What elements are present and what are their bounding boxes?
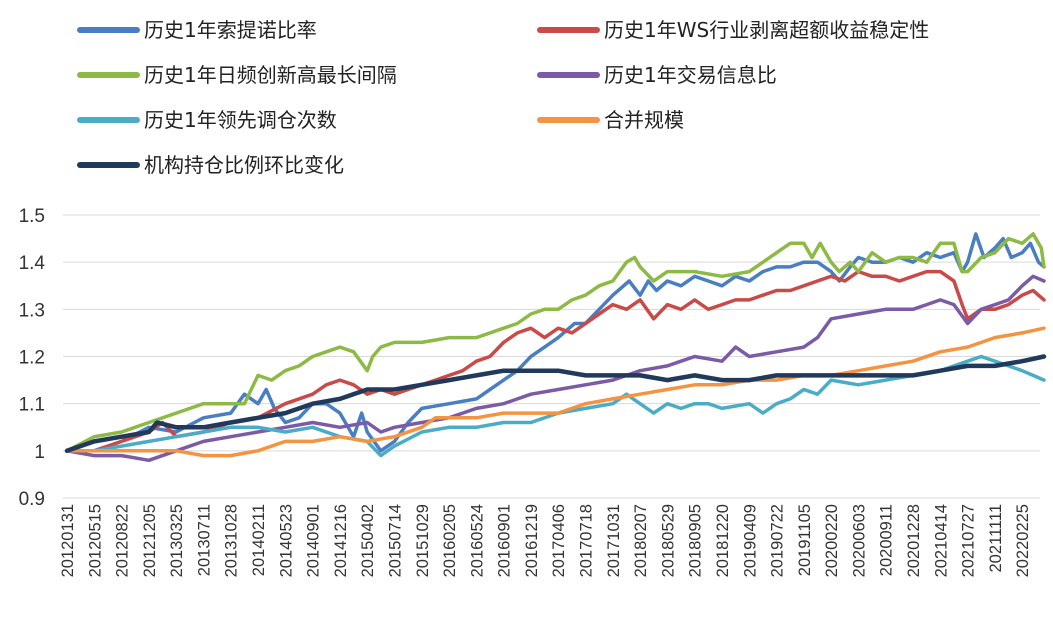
- x-axis-ticks: 20120131 20120515 20120822 20121205 20130325…: [59, 504, 1032, 577]
- legend-label: 历史1年日频创新高最长间隔: [144, 63, 397, 87]
- x-tick-label: 20120131: [59, 504, 77, 577]
- x-tick-label: 20200220: [823, 504, 841, 577]
- x-tick-label: 20150402: [359, 504, 377, 577]
- series-line: [65, 232, 1046, 453]
- x-tick-label: 20130325: [168, 504, 186, 577]
- x-tick-label: 20140211: [250, 504, 268, 576]
- x-tick-label: 20120822: [114, 504, 132, 577]
- legend-label: 历史1年交易信息比: [604, 63, 777, 87]
- series-lines: [64, 232, 1047, 463]
- legend-label: 历史1年领先调仓次数: [144, 108, 337, 132]
- x-tick-label: 20130711: [195, 504, 213, 576]
- x-tick-label: 20181220: [714, 504, 732, 577]
- legend-item: 历史1年索提诺比率: [77, 18, 317, 42]
- y-tick-label: 1.3: [19, 300, 45, 321]
- x-tick-label: 20210727: [960, 504, 978, 577]
- x-tick-label: 20190409: [741, 504, 759, 577]
- y-tick-label: 1.1: [19, 395, 45, 416]
- series-line: [64, 354, 1047, 454]
- x-tick-label: 20180905: [687, 504, 705, 577]
- y-tick-label: 1: [34, 442, 45, 463]
- series-line: [65, 274, 1046, 463]
- legend-item: 历史1年WS行业剥离超额收益稳定性: [537, 18, 929, 42]
- x-tick-label: 20170406: [550, 504, 568, 577]
- x-tick-label: 20211111: [987, 504, 1005, 573]
- x-tick-label: 20141216: [332, 504, 350, 577]
- x-tick-label: 20180207: [632, 504, 650, 577]
- y-tick-label: 1.5: [19, 206, 45, 227]
- legend-label: 合并规模: [604, 108, 684, 132]
- series-line: [65, 269, 1046, 453]
- legend-item: 历史1年日频创新高最长间隔: [77, 63, 397, 87]
- y-tick-label: 1.4: [19, 253, 46, 274]
- legend-item: 机构持仓比例环比变化: [77, 153, 344, 177]
- x-tick-label: 20171031: [605, 504, 623, 577]
- x-tick-label: 20140901: [305, 504, 323, 577]
- legend-label: 机构持仓比例环比变化: [144, 153, 344, 177]
- y-axis-ticks: 0.9 1 1.1 1.2 1.3 1.4 1.5: [19, 206, 46, 510]
- x-tick-label: 20200603: [850, 504, 868, 577]
- x-tick-label: 20140523: [277, 504, 295, 577]
- legend-item: 历史1年领先调仓次数: [77, 108, 337, 132]
- x-tick-label: 20190722: [769, 504, 787, 577]
- x-tick-label: 20180529: [659, 504, 677, 577]
- chart-legend: 历史1年索提诺比率 历史1年WS行业剥离超额收益稳定性历史1年日频创新高最长间隔历…: [77, 18, 929, 177]
- x-tick-label: 20160901: [496, 504, 514, 577]
- x-tick-label: 20160524: [468, 504, 486, 577]
- legend-item: 历史1年交易信息比: [537, 63, 777, 87]
- x-tick-label: 20150714: [386, 504, 404, 577]
- x-tick-label: 20160205: [441, 504, 459, 577]
- x-tick-label: 20131028: [223, 504, 241, 577]
- series-line: [65, 232, 1046, 453]
- series-line: [65, 326, 1046, 458]
- x-tick-label: 20210414: [932, 504, 950, 577]
- x-tick-label: 20200911: [878, 504, 896, 576]
- legend-item: 合并规模: [537, 108, 684, 132]
- legend-label: 历史1年索提诺比率: [144, 18, 317, 42]
- x-tick-label: 20151029: [414, 504, 432, 577]
- x-tick-label: 20120515: [86, 504, 104, 577]
- y-tick-label: 0.9: [19, 489, 45, 510]
- x-tick-label: 20170718: [578, 504, 596, 577]
- x-tick-label: 20201228: [905, 504, 923, 577]
- x-tick-label: 20191105: [796, 504, 814, 576]
- y-tick-label: 1.2: [19, 348, 45, 369]
- x-tick-label: 20220225: [1014, 504, 1032, 577]
- legend-label: 历史1年WS行业剥离超额收益稳定性: [604, 18, 929, 42]
- x-tick-label: 20121205: [141, 504, 159, 577]
- x-tick-label: 20161219: [523, 504, 541, 577]
